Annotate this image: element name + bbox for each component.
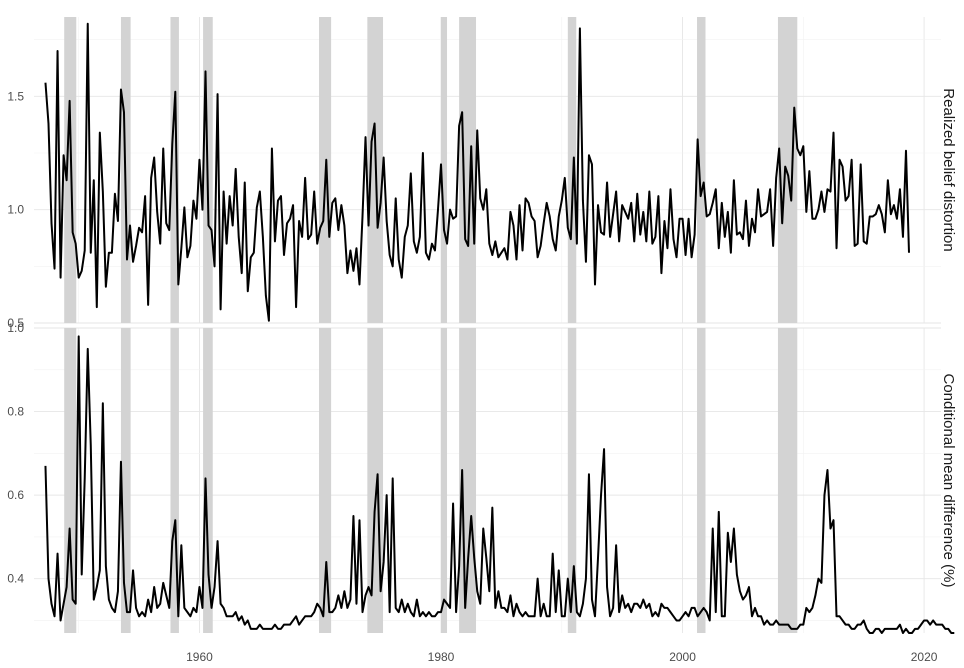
panel-1-y-tick-labels: 0.5 1.0 1.5	[7, 89, 24, 330]
y-tick-label: 1.0	[7, 203, 24, 217]
y-tick-label: 0.4	[7, 572, 24, 586]
panel-2-strip-label: Conditional mean difference (%)	[940, 373, 957, 587]
x-tick-label: 1980	[428, 650, 455, 664]
recession-band	[319, 328, 332, 633]
recession-band	[777, 17, 798, 323]
y-tick-label: 1.5	[7, 89, 24, 103]
x-tick-label: 2020	[911, 650, 938, 664]
series-line-panel-2	[44, 335, 955, 634]
y-tick-label: 1.0	[7, 321, 24, 335]
recession-band	[459, 17, 477, 323]
recession-band	[170, 328, 179, 633]
panel-1: 0.5 1.0 1.5 Realized belief distortion	[7, 17, 957, 330]
recession-band	[777, 328, 798, 633]
y-tick-label: 0.8	[7, 405, 24, 419]
recession-band	[567, 328, 577, 633]
recession-band	[170, 17, 179, 323]
panels-layer: 0.51.01.5 Realized belief distortion0.40.…	[7, 17, 957, 634]
x-tick-label: 1960	[186, 650, 213, 664]
recession-band	[441, 328, 448, 633]
panel-2-recessions	[64, 328, 798, 633]
recession-band	[567, 17, 577, 323]
recession-band	[697, 328, 706, 633]
x-axis: 1960 1980 2000 2020	[186, 650, 938, 664]
panel-1-recessions	[64, 17, 798, 323]
recession-band	[697, 17, 706, 323]
series-line-panel-1	[44, 22, 910, 322]
x-tick-label: 2000	[669, 650, 696, 664]
recession-band	[203, 328, 213, 633]
recession-band	[120, 328, 131, 633]
y-tick-label: 0.5	[7, 316, 24, 330]
panel-2-y-tick-labels: 0.4 0.6 0.8 1.0	[7, 321, 24, 586]
panel-2: 0.4 0.6 0.8 1.0 Conditional mean difference …	[7, 321, 957, 634]
recession-band	[441, 17, 448, 323]
y-tick-label: 0.6	[7, 488, 24, 502]
panel-1-strip-label: Realized belief distortion	[940, 88, 957, 251]
